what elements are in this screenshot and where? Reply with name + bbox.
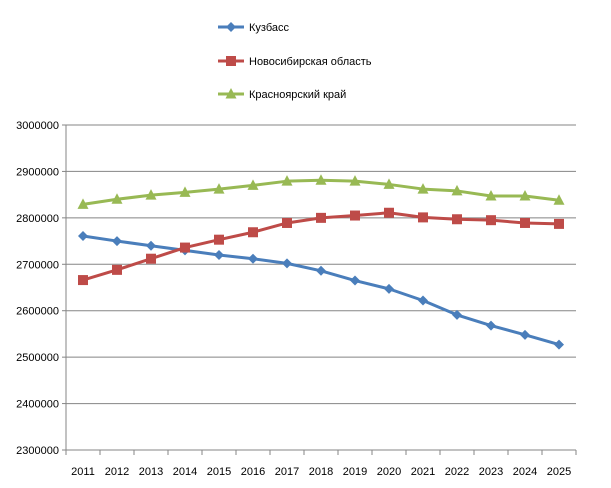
x-tick-label: 2021 <box>411 466 435 478</box>
data-point <box>519 190 531 201</box>
data-point <box>281 175 293 186</box>
legend-label: Новосибирская область <box>249 56 372 68</box>
data-point <box>554 218 564 229</box>
data-point <box>350 210 360 221</box>
y-tick-label: 2300000 <box>16 445 59 457</box>
data-point <box>112 236 122 247</box>
data-point <box>383 178 395 189</box>
x-tick-label: 2016 <box>241 466 265 478</box>
y-tick-label: 2900000 <box>16 166 59 178</box>
data-point <box>554 339 564 350</box>
legend-item: Красноярский край <box>218 88 346 101</box>
data-point <box>111 193 123 204</box>
gridlines <box>66 124 576 451</box>
data-point <box>349 175 361 186</box>
legend-marker <box>226 56 236 66</box>
legend: Кузбасс Новосибирская область Красноярский… <box>218 22 372 101</box>
data-point <box>316 265 326 276</box>
x-tick-label: 2022 <box>445 466 469 478</box>
x-tick-label: 2025 <box>547 466 571 478</box>
data-point <box>248 253 258 264</box>
y-tick-label: 2400000 <box>16 399 59 411</box>
data-point <box>520 217 530 228</box>
x-tick-label: 2023 <box>479 466 503 478</box>
series-group <box>77 174 565 350</box>
data-point <box>179 186 191 197</box>
x-tick-label: 2017 <box>275 466 299 478</box>
y-tick-label: 2500000 <box>16 352 59 364</box>
data-point <box>486 320 496 331</box>
data-point <box>282 258 292 269</box>
x-tick-label: 2013 <box>139 466 163 478</box>
legend-item: Кузбасс <box>218 22 289 34</box>
y-tick-label: 2700000 <box>16 259 59 271</box>
x-tick-label: 2020 <box>377 466 401 478</box>
data-point <box>350 275 360 286</box>
data-point <box>180 242 190 253</box>
x-tick-label: 2018 <box>309 466 333 478</box>
y-tick-label: 3000000 <box>16 120 59 132</box>
data-point <box>77 198 89 209</box>
y-tick-label: 2600000 <box>16 306 59 318</box>
legend-item: Новосибирская область <box>218 56 372 68</box>
data-point <box>214 234 224 245</box>
legend-marker <box>225 88 237 99</box>
x-tick-label: 2015 <box>207 466 231 478</box>
series-line <box>82 234 560 347</box>
data-point <box>282 217 292 228</box>
data-point <box>146 240 156 251</box>
data-point <box>315 174 327 185</box>
series-1 <box>78 230 564 350</box>
data-point <box>520 329 530 340</box>
data-point <box>451 184 463 196</box>
data-point <box>486 215 496 226</box>
data-point <box>213 183 225 194</box>
data-point <box>145 189 157 200</box>
data-point <box>214 250 224 260</box>
data-point <box>418 295 428 306</box>
data-point <box>417 183 429 194</box>
data-point <box>78 230 88 241</box>
x-tick-label: 2019 <box>343 466 367 478</box>
series-2 <box>78 207 564 286</box>
y-tick-label: 2800000 <box>16 213 59 225</box>
legend-label: Красноярский край <box>249 89 346 101</box>
data-point <box>452 309 462 320</box>
data-point <box>112 264 122 275</box>
series-3 <box>77 174 565 209</box>
legend-label: Кузбасс <box>249 22 289 34</box>
data-point <box>485 190 497 201</box>
legend-marker <box>226 22 236 32</box>
data-point <box>316 212 326 223</box>
data-point <box>452 214 462 225</box>
data-point <box>247 179 259 190</box>
axes: 2300000 2400000 2500000 2600000 2700000 28000… <box>16 120 577 478</box>
data-point <box>553 194 565 205</box>
data-point <box>418 212 428 223</box>
x-tick-label: 2012 <box>105 466 129 478</box>
data-point <box>384 283 394 294</box>
x-tick-label: 2024 <box>513 466 537 478</box>
x-tick-label: 2014 <box>173 466 197 478</box>
data-point <box>384 207 394 218</box>
data-point <box>248 227 258 238</box>
data-point <box>78 275 88 286</box>
data-point <box>146 253 156 264</box>
x-tick-label: 2011 <box>71 466 95 478</box>
